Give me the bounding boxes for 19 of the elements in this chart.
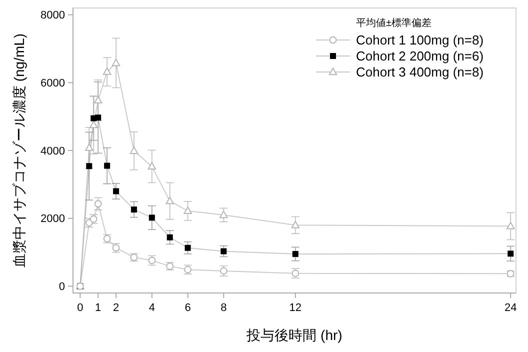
x-axis-title: 投与後時間 (hr): [246, 327, 342, 343]
legend-label: Cohort 2 200mg (n=6): [356, 48, 484, 64]
x-tick-label: 4: [148, 302, 155, 314]
legend-title: 平均値±標準偏差: [356, 17, 432, 29]
legend-label: Cohort 3 400mg (n=8): [356, 64, 484, 80]
y-tick-label: 4000: [40, 145, 65, 158]
x-tick-label: 6: [184, 302, 191, 314]
x-tick-label: 2: [112, 302, 120, 314]
y-tick-label: 0: [58, 281, 65, 294]
x-tick-label: 8: [220, 302, 227, 314]
y-axis-title: 血漿中イサブコナゾール濃度 (ng/mL): [11, 33, 27, 268]
legend-label: Cohort 1 100mg (n=8): [356, 32, 484, 48]
x-tick-label: 0: [77, 302, 84, 314]
x-tick-label: 12: [289, 302, 302, 314]
x-tick-label: 1: [95, 302, 102, 314]
y-tick-label: 8000: [40, 10, 65, 22]
x-tick-label: 24: [504, 302, 517, 314]
y-tick-label: 6000: [40, 77, 65, 90]
y-tick-label: 2000: [40, 213, 65, 226]
